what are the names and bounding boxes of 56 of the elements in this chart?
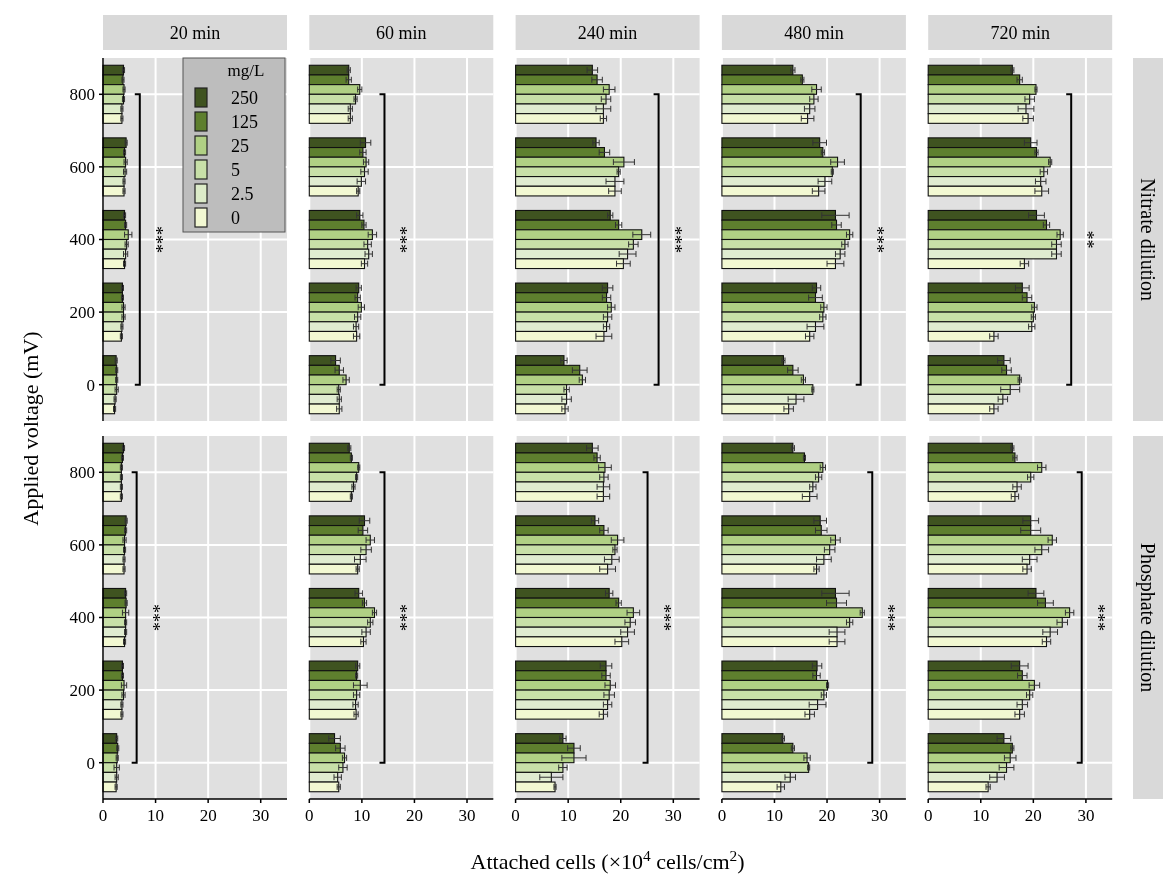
legend-label: 25 xyxy=(231,136,249,157)
chart-title: 480 min xyxy=(784,23,844,44)
x-tick-label: 30 xyxy=(871,806,889,825)
x-tick-label: 0 xyxy=(511,806,520,825)
chart-title: 720 min xyxy=(990,23,1050,44)
y-tick-label: 600 xyxy=(69,157,95,177)
y-tick-label: 800 xyxy=(69,463,95,483)
x-tick-label: 30 xyxy=(1077,806,1095,825)
x-tick-label: 10 xyxy=(972,806,990,825)
x-tick-label: 0 xyxy=(717,806,727,825)
annotation: *** xyxy=(390,226,411,253)
y-tick-label: 400 xyxy=(69,608,95,628)
annotation: *** xyxy=(653,604,674,631)
legend-label: 0 xyxy=(231,208,240,229)
annotation: *** xyxy=(664,226,685,253)
x-tick-label: 20 xyxy=(1024,806,1042,825)
chart-title: 60 min xyxy=(376,23,427,44)
x-tick-label: 10 xyxy=(559,806,577,825)
x-tick-label: 0 xyxy=(305,806,314,825)
y-tick-label: 400 xyxy=(69,230,95,250)
x-tick-label: 10 xyxy=(353,806,371,825)
legend-label: 125 xyxy=(231,112,258,133)
legend-label: 2.5 xyxy=(231,184,254,205)
x-tick-label: 20 xyxy=(612,806,630,825)
annotation: *** xyxy=(866,226,887,253)
y-tick-label: 600 xyxy=(69,535,95,555)
x-tick-label: 20 xyxy=(405,806,423,825)
annotation: *** xyxy=(1087,604,1108,631)
y-axis-title: Applied voltage (mV) xyxy=(17,331,43,526)
annotation: *** xyxy=(878,604,899,631)
legend-title: mg/L xyxy=(227,61,265,80)
annotation: *** xyxy=(145,226,166,253)
legend-label: 5 xyxy=(231,160,240,181)
y-tick-label: 200 xyxy=(69,303,95,323)
x-axis-title: Attached cells (×10$^{4}$ cells/cm$^{2}$) xyxy=(470,846,745,874)
x-tick-label: 0 xyxy=(98,806,108,825)
chart-title: 20 min xyxy=(169,23,221,44)
y2-axis-title: Phosphate dilution xyxy=(1136,542,1159,693)
x-tick-label: 10 xyxy=(765,806,783,825)
x-tick-label: 20 xyxy=(818,806,836,825)
x-tick-label: 30 xyxy=(252,806,270,825)
x-tick-label: 20 xyxy=(199,806,217,825)
annotation: *** xyxy=(390,604,411,631)
chart-title: 240 min xyxy=(577,23,638,44)
x-tick-label: 10 xyxy=(147,806,165,825)
legend-label: 250 xyxy=(231,88,258,109)
y-tick-label: 800 xyxy=(69,85,95,105)
annotation: *** xyxy=(142,604,163,631)
y-tick-label: 0 xyxy=(86,375,95,395)
x-tick-label: 30 xyxy=(458,806,476,825)
annotation: ** xyxy=(1077,230,1098,249)
y-tick-label: 200 xyxy=(69,681,95,701)
y2-axis-title: Nitrate dilution xyxy=(1137,178,1159,301)
x-tick-label: 30 xyxy=(664,806,682,825)
y-tick-label: 0 xyxy=(86,753,95,773)
x-tick-label: 0 xyxy=(923,806,933,825)
